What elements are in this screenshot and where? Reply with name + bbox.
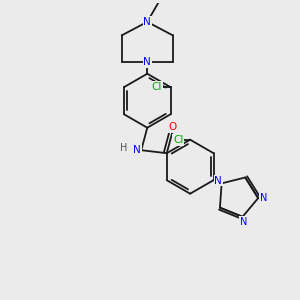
Text: N: N [143, 17, 151, 27]
Text: N: N [214, 176, 222, 186]
Text: N: N [143, 57, 151, 67]
Text: Cl: Cl [152, 82, 162, 92]
Text: N: N [260, 193, 267, 203]
Text: N: N [240, 217, 247, 227]
Text: H: H [120, 143, 127, 153]
Text: O: O [169, 122, 177, 132]
Text: N: N [133, 145, 141, 155]
Text: Cl: Cl [173, 135, 183, 145]
